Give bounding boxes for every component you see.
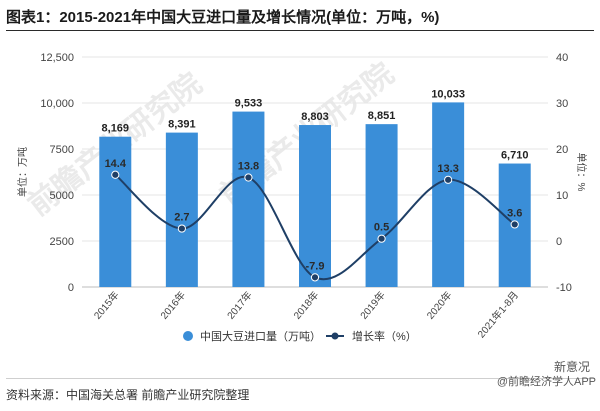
line-point [377, 234, 386, 243]
line-data-label: 13.8 [238, 161, 259, 173]
bar [432, 102, 465, 288]
line-data-label: 13.3 [437, 163, 458, 175]
bar-data-label: 6,710 [501, 150, 529, 162]
line-point [244, 173, 253, 182]
y-left-tick-label: 2500 [50, 236, 74, 248]
bar [165, 132, 198, 287]
y-right-tick-label: 10 [556, 190, 568, 202]
line-data-label: 3.6 [507, 207, 522, 219]
line-point [510, 220, 519, 229]
legend-bar-swatch [183, 331, 193, 341]
bar-data-label: 10,033 [431, 88, 465, 100]
bar-data-label: 8,803 [301, 111, 329, 123]
line-point [310, 273, 320, 282]
x-tick-label: 2018年 [291, 289, 322, 322]
source-note: 资料来源：中国海关总署 前瞻产业研究院整理 [6, 388, 250, 402]
watermark-wechat: 新意况 [553, 360, 590, 374]
y-right-axis-label: 单位：% [575, 153, 588, 192]
x-tick-label: 2017年 [224, 289, 255, 322]
y-right-tick-label: -10 [556, 282, 572, 294]
line-point [111, 170, 120, 179]
y-left-tick-label: 12,500 [40, 52, 74, 64]
y-right-tick-label: 30 [556, 98, 568, 110]
line-data-label: 14.4 [105, 158, 127, 170]
bar-data-label: 9,533 [235, 98, 263, 110]
y-right-tick-label: 20 [556, 144, 568, 156]
y-left-axis-label: 单位：万吨 [16, 147, 29, 197]
legend-line-marker [331, 332, 339, 340]
bar [232, 111, 265, 287]
bar-data-label: 8,851 [368, 110, 396, 122]
title-divider [6, 30, 594, 31]
page-title: 图表1：2015-2021年中国大豆进口量及增长情况(单位：万吨，%) [6, 9, 440, 26]
x-tick-label: 2020年 [424, 289, 455, 322]
line-point [177, 224, 186, 233]
y-left-tick-label: 7500 [50, 144, 74, 156]
legend-bar-label: 中国大豆进口量（万吨） [200, 329, 321, 343]
line-data-label: 0.5 [374, 222, 389, 234]
source-divider [6, 378, 594, 379]
legend-line-label: 增长率（%） [352, 329, 417, 343]
y-left-tick-label: 0 [68, 282, 74, 294]
bar-data-label: 8,391 [168, 119, 196, 131]
bar-data-label: 8,169 [102, 123, 130, 135]
y-right-tick-label: 40 [556, 52, 568, 64]
line-point [444, 175, 453, 184]
x-tick-label: 2016年 [157, 289, 188, 322]
y-right-tick-label: 0 [556, 236, 562, 248]
line-data-label: 2.7 [174, 212, 189, 224]
x-tick-label: 2019年 [357, 289, 388, 322]
bar [99, 136, 132, 287]
x-tick-label: 2021年1-8月 [475, 289, 521, 341]
bar [365, 124, 398, 287]
y-left-tick-label: 10,000 [40, 98, 74, 110]
y-left-tick-label: 5000 [50, 190, 74, 202]
line-data-label: -7.9 [306, 260, 325, 272]
bar [299, 125, 331, 287]
watermark-app: @前瞻经济学人APP [496, 376, 596, 388]
x-tick-label: 2015年 [91, 289, 122, 322]
